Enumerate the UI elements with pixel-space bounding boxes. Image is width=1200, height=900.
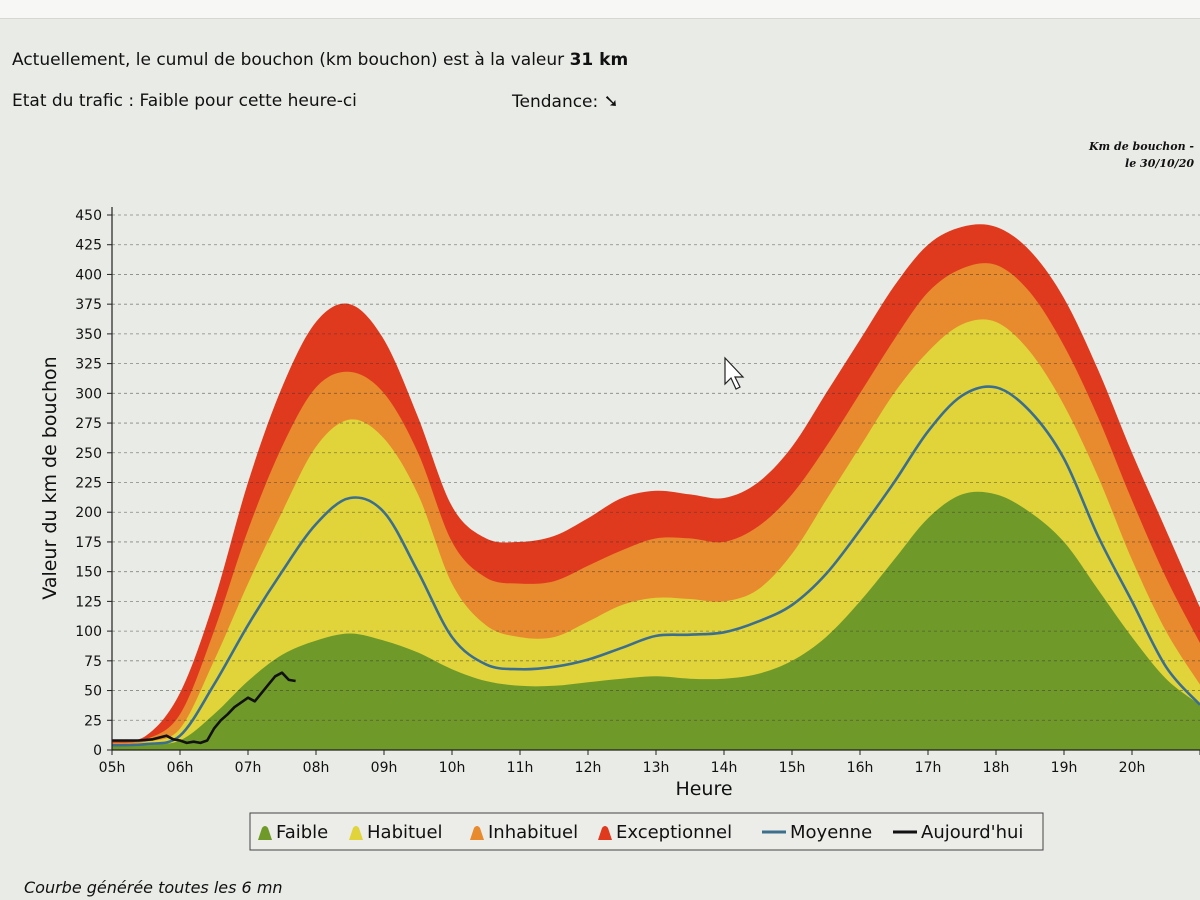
browser-top-strip [0, 0, 1200, 19]
x-tick-label: 16h [847, 760, 874, 776]
y-tick-label: 250 [75, 446, 102, 462]
y-tick-label: 100 [75, 624, 102, 640]
bands-layer [112, 224, 1200, 751]
y-tick-label: 400 [75, 267, 102, 283]
legend-swatch-inhabituel [470, 826, 484, 840]
mouse-cursor-icon [724, 356, 745, 390]
legend-swatch-habituel [349, 826, 363, 840]
x-tick-label: 15h [779, 760, 806, 776]
x-tick-label: 09h [371, 760, 398, 776]
y-tick-label: 450 [75, 208, 102, 224]
legend: Faible Habituel Inhabituel Exceptionnel Moye… [249, 812, 1044, 851]
legend-label: Moyenne [790, 822, 872, 843]
x-tick-label: 10h [439, 760, 466, 776]
x-tick-label: 06h [167, 760, 194, 776]
series-layer [111, 385, 1200, 747]
x-tick-label: 12h [575, 760, 602, 776]
x-tick-label: 13h [643, 760, 670, 776]
y-axis-title: Valeur du km de bouchon [39, 356, 61, 599]
chart-note-line2: le 30/10/20 [1125, 157, 1194, 170]
current-value-text: Actuellement, le cumul de bouchon (km bo… [12, 50, 628, 70]
trend-indicator: Tendance: ➘ [512, 91, 619, 112]
traffic-state: Etat du trafic : Faible pour cette heure… [12, 91, 357, 111]
x-tick-label: 17h [915, 760, 942, 776]
y-tick-label: 175 [75, 535, 102, 551]
y-tick-label: 325 [75, 357, 102, 373]
chart-note-line1: Km de bouchon - [1089, 140, 1194, 153]
y-tick-label: 375 [75, 297, 102, 313]
x-tick-label: 11h [507, 760, 534, 776]
x-tick-label: 19h [1051, 760, 1078, 776]
series-moyenne-line [111, 385, 1200, 747]
legend-label: Habituel [367, 822, 443, 843]
x-axis-title: Heure [675, 778, 732, 800]
y-tick-label: 0 [93, 743, 102, 759]
y-tick-label: 50 [84, 684, 102, 700]
y-tick-label: 300 [75, 386, 102, 402]
trend-label: Tendance: [512, 92, 599, 112]
legend-label: Aujourd'hui [921, 822, 1023, 843]
current-value-prefix: Actuellement, le cumul de bouchon (km bo… [12, 50, 570, 70]
y-tick-label: 125 [75, 594, 102, 610]
footer-note: Courbe générée toutes les 6 mn [24, 878, 283, 897]
y-tick-label: 25 [84, 713, 102, 729]
x-tick-label: 07h [235, 760, 262, 776]
y-tick-label: 225 [75, 476, 102, 492]
y-tick-label: 200 [75, 505, 102, 521]
legend-label: Faible [276, 822, 328, 843]
legend-swatch-exceptionnel [598, 826, 612, 840]
x-tick-label: 05h [99, 760, 126, 776]
y-tick-label: 275 [75, 416, 102, 432]
chart-note: Km de bouchon - le 30/10/20 [1089, 138, 1194, 172]
legend-swatch-faible [258, 826, 272, 840]
trend-arrow-icon: ➘ [603, 91, 619, 112]
legend-label: Exceptionnel [616, 822, 732, 843]
axes-layer: 0 25 50 75 100 125 150 175 200 225 250 275 300 325 350… [39, 207, 1200, 800]
series-aujourdhui-line [112, 671, 296, 745]
band-faible [112, 491, 1200, 750]
y-tick-label: 75 [84, 654, 102, 670]
x-tick-label: 14h [711, 760, 738, 776]
y-tick-label: 425 [75, 238, 102, 254]
x-tick-label: 08h [303, 760, 330, 776]
x-tick-label: 18h [983, 760, 1010, 776]
legend-label: Inhabituel [488, 822, 578, 843]
y-tick-label: 150 [75, 565, 102, 581]
y-tick-label: 350 [75, 327, 102, 343]
x-tick-label: 20h [1119, 760, 1146, 776]
grid-layer [112, 214, 1200, 721]
current-value-number: 31 km [569, 50, 629, 70]
